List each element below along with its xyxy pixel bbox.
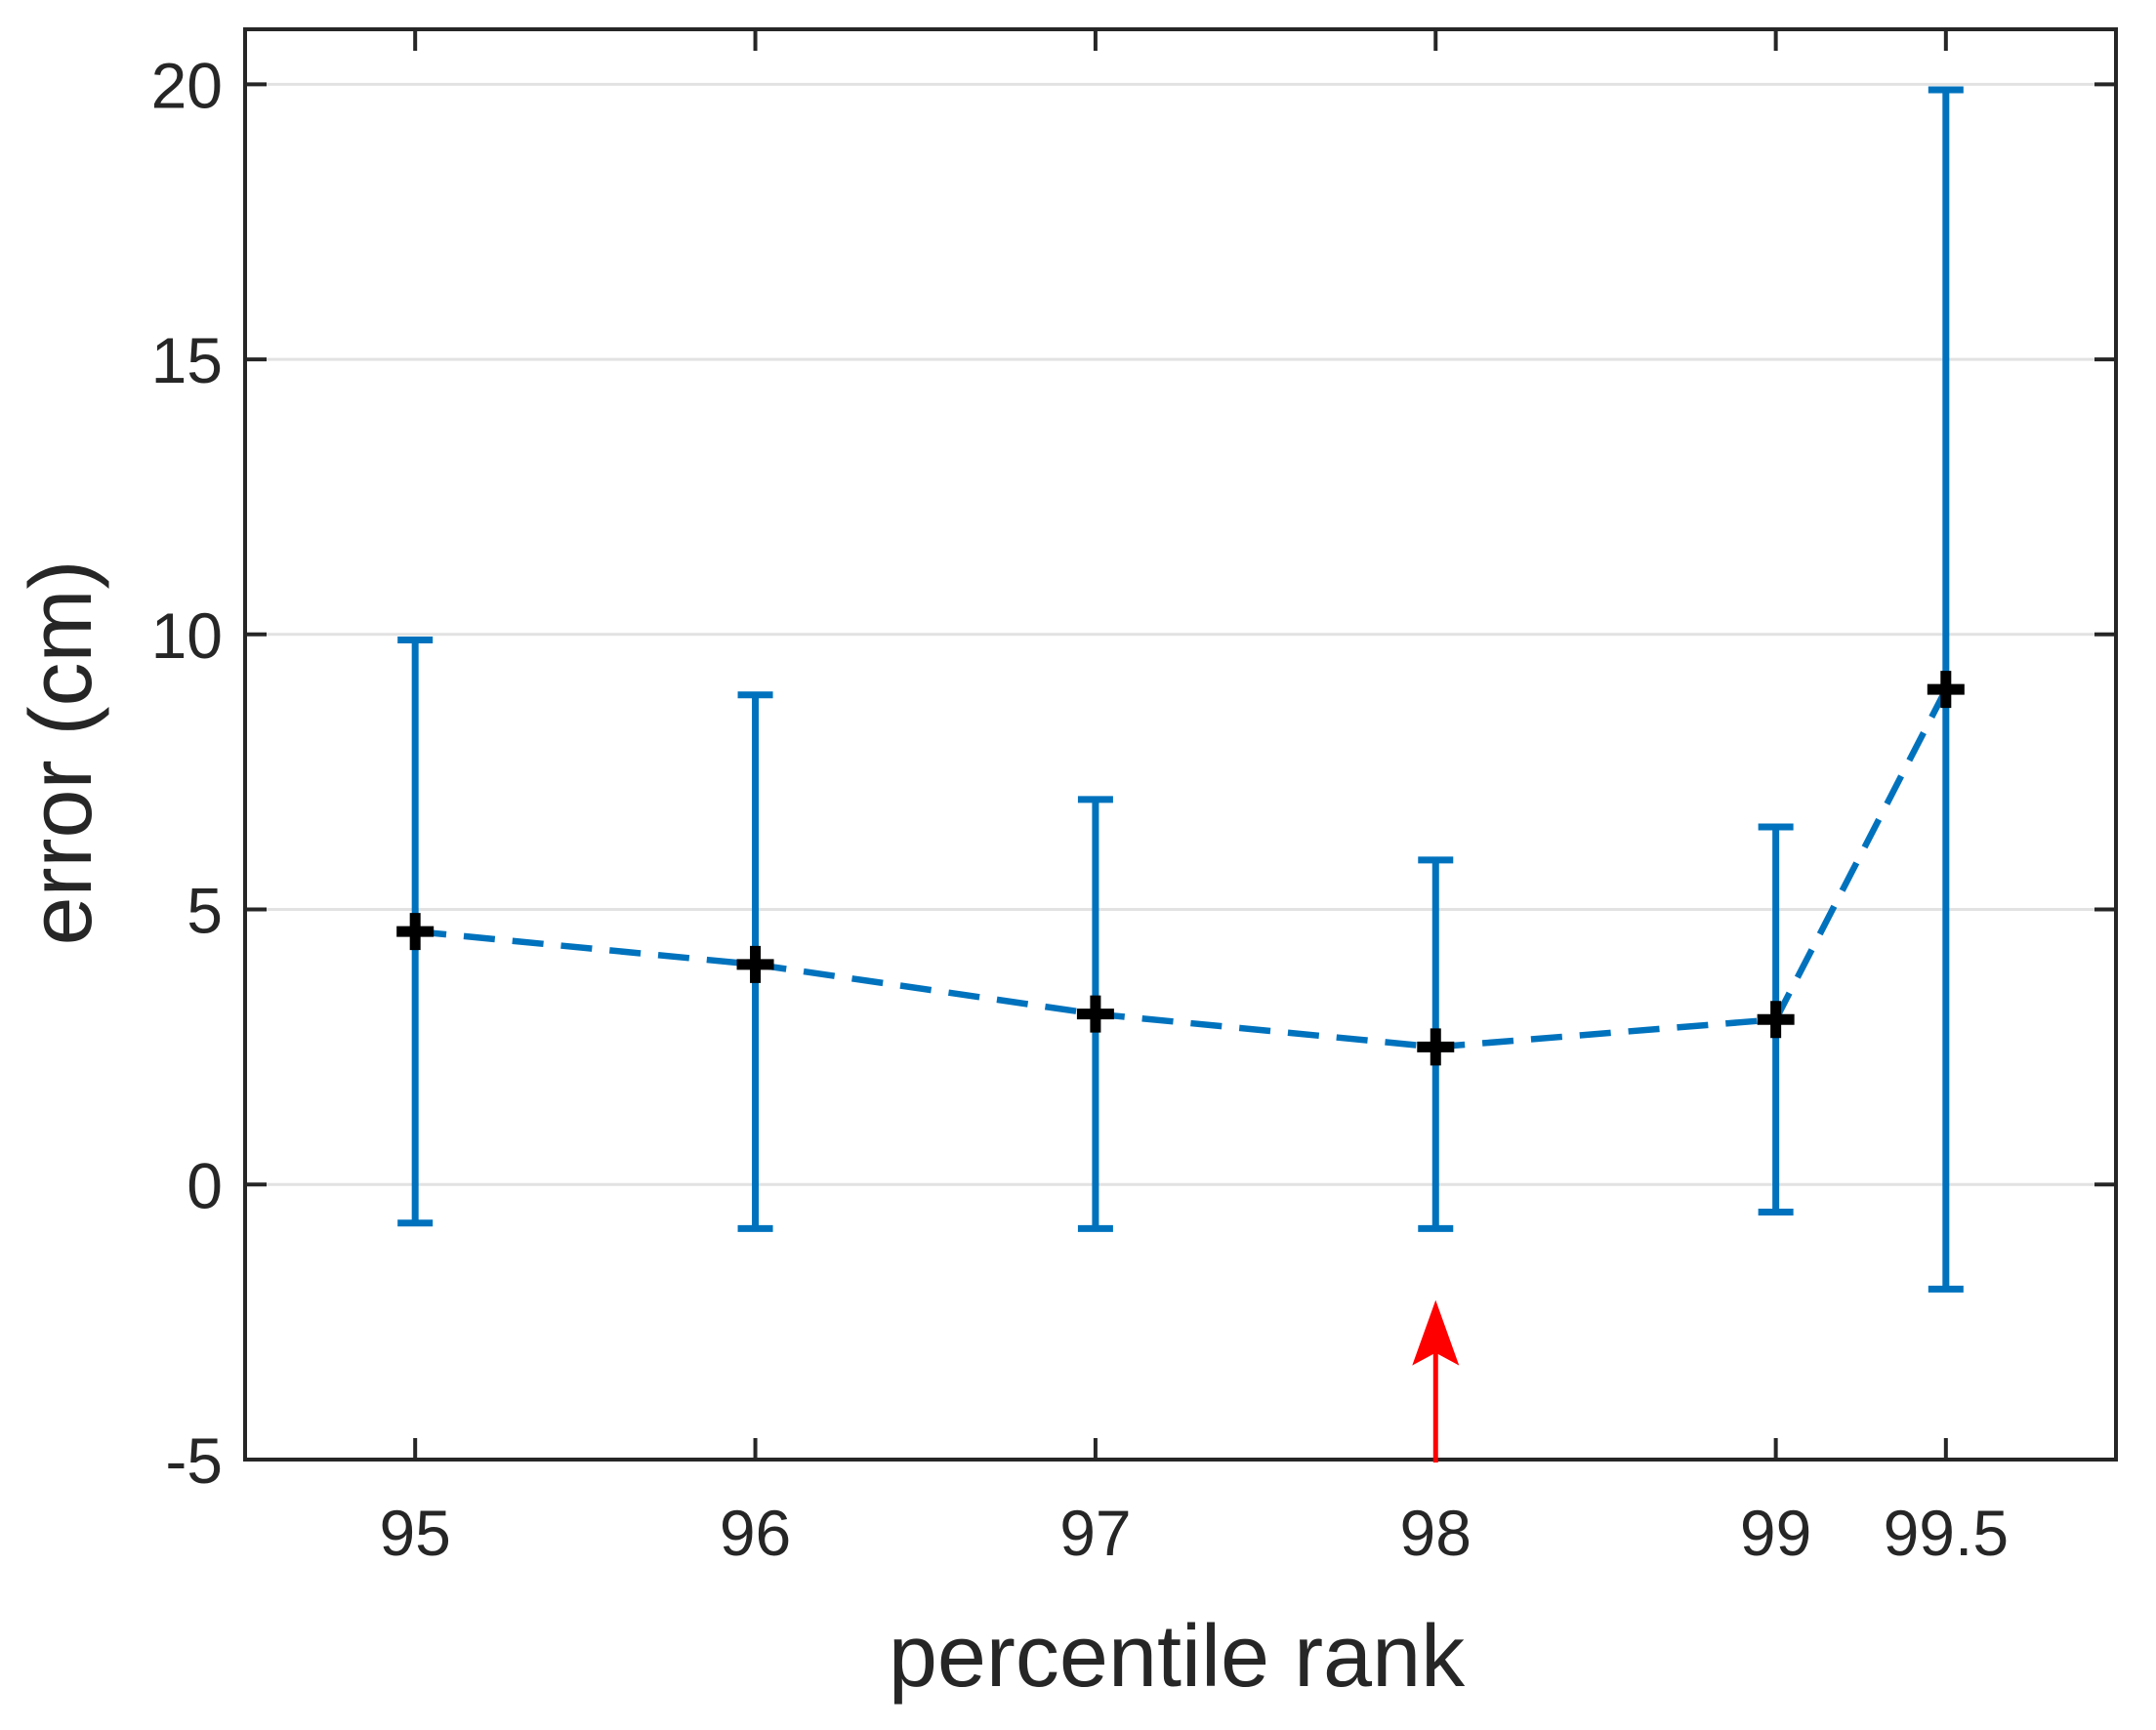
y-tick-label-20: 20 <box>151 49 223 121</box>
x-tick-label-99.5: 99.5 <box>1884 1497 2009 1569</box>
marker-98 <box>1417 1028 1455 1066</box>
marker-99 <box>1757 1001 1795 1039</box>
plot-border <box>243 27 2118 1462</box>
y-tick-label-5: 5 <box>187 875 223 947</box>
x-tick-label-96: 96 <box>720 1497 791 1569</box>
mean-line <box>414 687 1949 1050</box>
y-tick-label--5: -5 <box>165 1424 223 1497</box>
y-tick-label-15: 15 <box>151 324 223 396</box>
marker-96 <box>736 945 774 983</box>
y-axis-label: error (cm) <box>13 560 110 946</box>
x-axis-label: percentile rank <box>889 1608 1466 1706</box>
x-tick-label-95: 95 <box>379 1497 450 1569</box>
y-tick-label-10: 10 <box>151 599 223 672</box>
x-tick-label-99: 99 <box>1740 1497 1811 1569</box>
x-tick-label-97: 97 <box>1059 1497 1131 1569</box>
marker-97 <box>1076 995 1114 1033</box>
marker-99.5 <box>1927 671 1965 709</box>
x-tick-label-98: 98 <box>1400 1497 1472 1569</box>
marker-95 <box>396 913 435 951</box>
y-tick-label-0: 0 <box>187 1149 223 1221</box>
generated-chart-layers: 95 96 97 98 99 99.5 -5 0 5 10 15 20 <box>151 27 2118 1569</box>
arrow-head <box>1412 1299 1460 1366</box>
annotation-arrow <box>1412 1299 1460 1462</box>
